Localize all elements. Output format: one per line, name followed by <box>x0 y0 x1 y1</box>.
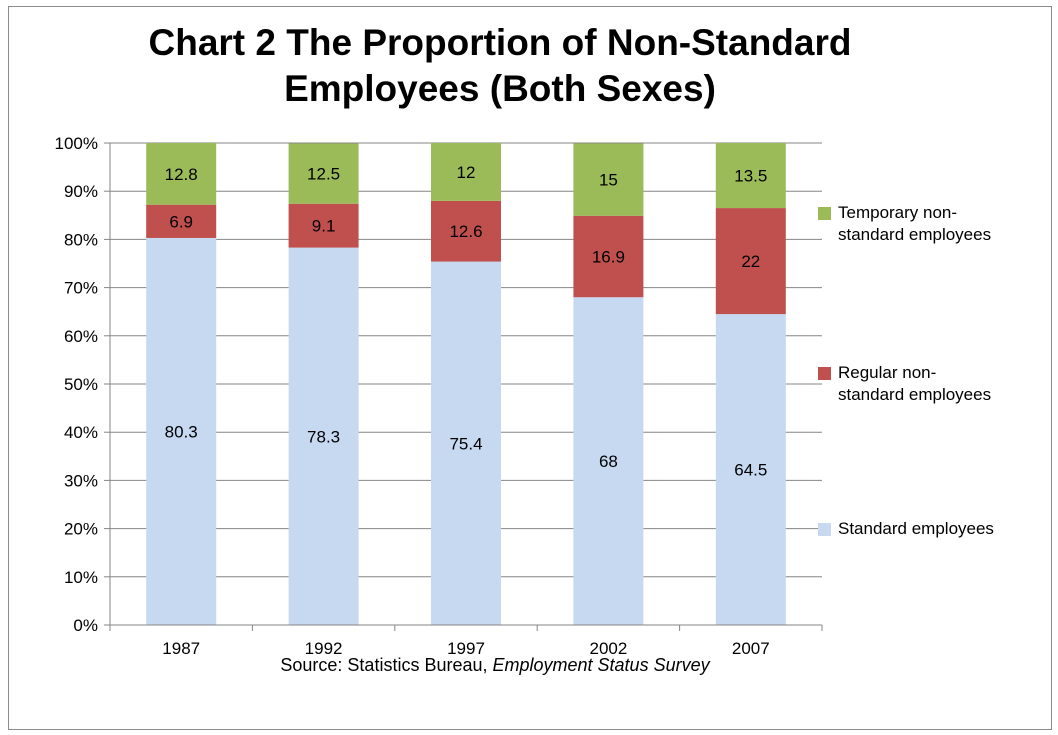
y-tick-label: 40% <box>64 423 98 442</box>
x-tick-label: 1997 <box>447 639 485 658</box>
chart-source: Source: Statistics Bureau, Employment St… <box>100 655 890 676</box>
bar-segment <box>715 208 786 315</box>
y-tick-label: 80% <box>64 230 98 249</box>
data-label: 80.3 <box>165 422 198 441</box>
legend-swatch-standard <box>818 523 831 536</box>
data-label: 13.5 <box>734 167 767 186</box>
legend-label-temporary: Temporary non- standard employees <box>838 202 1048 246</box>
y-tick-label: 10% <box>64 568 98 587</box>
bar-segment <box>288 203 359 248</box>
y-tick-label: 30% <box>64 471 98 490</box>
legend-swatch-regular <box>818 367 831 380</box>
data-label: 9.1 <box>312 217 336 236</box>
y-tick-label: 50% <box>64 375 98 394</box>
data-label: 6.9 <box>169 212 193 231</box>
bar-segment <box>573 143 644 216</box>
data-labels: 80.3 6.9 12.8 78.3 9.1 12.5 75.4 12.6 12 68 16.9 15… <box>165 163 768 480</box>
bars <box>146 143 786 626</box>
bar-segment <box>715 143 786 209</box>
x-tick-label: 2007 <box>732 639 770 658</box>
data-label: 75.4 <box>449 434 482 453</box>
bar-segment <box>431 200 501 262</box>
chart-title: Chart 2 The Proportion of Non-Standard E… <box>60 20 940 112</box>
bar-segment <box>573 297 644 625</box>
legend-label-regular-line-1: Regular non- <box>838 363 937 382</box>
data-label: 12.6 <box>449 222 482 241</box>
legend-label-standard: Standard employees <box>838 518 1048 540</box>
chart-title-line-1: Chart 2 The Proportion of Non-Standard <box>148 22 852 63</box>
y-tick-label: 0% <box>73 616 98 635</box>
bar-segment <box>146 143 217 205</box>
source-prefix: Source: Statistics Bureau, <box>280 655 493 675</box>
legend-swatch-temporary <box>818 207 831 220</box>
source-survey-name: Employment Status Survey <box>492 655 710 675</box>
legend-label-standard-line-1: Standard employees <box>838 519 994 538</box>
y-tick-label: 20% <box>64 520 98 539</box>
data-label: 12 <box>457 163 476 182</box>
bar-segment <box>573 215 644 298</box>
data-label: 78.3 <box>307 427 340 446</box>
y-tick-label: 60% <box>64 327 98 346</box>
legend-label-temporary-line-2: standard employees <box>838 225 992 244</box>
y-tick-label: 90% <box>64 182 98 201</box>
data-label: 12.5 <box>307 165 340 184</box>
data-label: 15 <box>599 171 618 190</box>
y-tick-label: 100% <box>55 134 98 153</box>
bar-segment <box>288 143 359 204</box>
x-tick-label: 1987 <box>162 639 200 658</box>
bar-segment <box>146 237 217 626</box>
x-tick-label: 2002 <box>589 639 627 658</box>
bar-segment <box>431 261 501 625</box>
axes: 0% 10% 20% 30% 40% 50% 60% 70% 80% 90% 100% 1987 199… <box>55 134 823 658</box>
bar-segment <box>146 204 217 238</box>
legend-label-regular-line-2: standard employees <box>838 385 992 404</box>
data-label: 68 <box>599 452 618 471</box>
bar-segment <box>431 143 501 201</box>
chart-title-line-2: Employees (Both Sexes) <box>284 68 716 109</box>
data-label: 22 <box>741 252 760 271</box>
legend-label-temporary-line-1: Temporary non- <box>838 203 958 222</box>
data-label: 16.9 <box>592 248 625 267</box>
legend-label-regular: Regular non- standard employees <box>838 362 1048 406</box>
bar-segment <box>288 247 359 625</box>
data-label: 64.5 <box>734 461 767 480</box>
data-label: 12.8 <box>165 165 198 184</box>
bar-segment <box>715 314 786 625</box>
y-tick-label: 70% <box>64 279 98 298</box>
x-tick-label: 1992 <box>305 639 343 658</box>
